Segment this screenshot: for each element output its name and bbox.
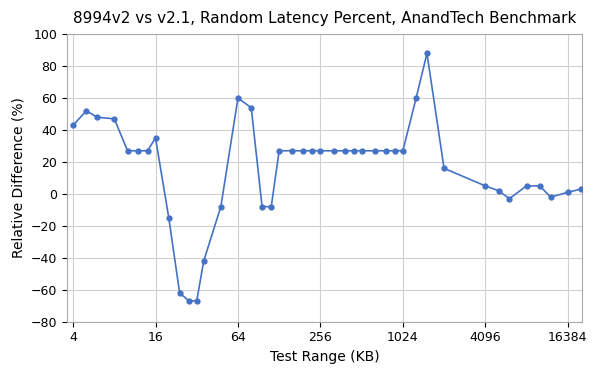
X-axis label: Test Range (KB): Test Range (KB) <box>270 350 379 364</box>
Y-axis label: Relative Difference (%): Relative Difference (%) <box>11 98 25 258</box>
Title: 8994v2 vs v2.1, Random Latency Percent, AnandTech Benchmark: 8994v2 vs v2.1, Random Latency Percent, … <box>73 11 576 26</box>
